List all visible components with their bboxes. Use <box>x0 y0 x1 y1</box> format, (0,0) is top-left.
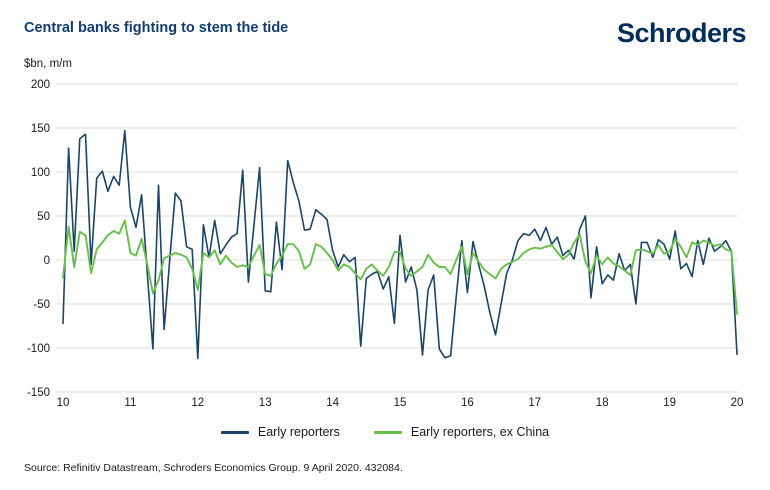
chart-legend: Early reporters Early reporters, ex China <box>0 425 770 439</box>
y-tick-label: 0 <box>44 255 50 267</box>
x-tick-label: 18 <box>596 397 609 409</box>
x-tick-label: 14 <box>326 397 339 409</box>
x-tick-label: 20 <box>731 397 744 409</box>
legend-swatch <box>373 430 402 434</box>
y-tick-label: 150 <box>31 123 50 135</box>
legend-label: Early reporters, ex China <box>410 425 550 439</box>
legend-item: Early reporters, ex China <box>373 425 550 439</box>
x-tick-label: 17 <box>528 397 541 409</box>
y-tick-label: 200 <box>31 79 50 91</box>
chart-area: 200 150 100 50 0 -50 -100 -150 10 11 12 13 14 15 16 17 1… <box>0 75 770 425</box>
x-tick-label: 16 <box>461 397 474 409</box>
y-tick-label: -150 <box>27 387 50 399</box>
y-tick-label: -100 <box>27 343 50 355</box>
legend-swatch <box>220 430 249 434</box>
x-tick-label: 15 <box>394 397 407 409</box>
y-tick-label: 50 <box>37 211 50 223</box>
chart-svg: 200 150 100 50 0 -50 -100 -150 10 11 12 13 14 15 16 17 1… <box>27 79 744 409</box>
series-line-early-reporters-ex-china <box>62 219 738 315</box>
x-tick-label: 13 <box>259 397 272 409</box>
legend-label: Early reporters <box>257 425 340 439</box>
series-line-early-reporters <box>62 129 738 360</box>
schroders-logo: Schroders <box>616 18 747 48</box>
x-tick-label: 10 <box>57 397 70 409</box>
y-tick-label: 100 <box>31 167 50 179</box>
chart-title: Central banks fighting to stem the tide <box>24 20 289 36</box>
source-note: Source: Refinitiv Datastream, Schroders … <box>24 462 403 474</box>
legend-item: Early reporters <box>220 425 340 439</box>
x-tick-label: 19 <box>663 397 676 409</box>
y-tick-label: -50 <box>33 299 50 311</box>
y-axis-unit-label: $bn, m/m <box>24 58 72 70</box>
x-tick-label: 11 <box>124 397 136 409</box>
x-tick-label: 12 <box>191 397 204 409</box>
